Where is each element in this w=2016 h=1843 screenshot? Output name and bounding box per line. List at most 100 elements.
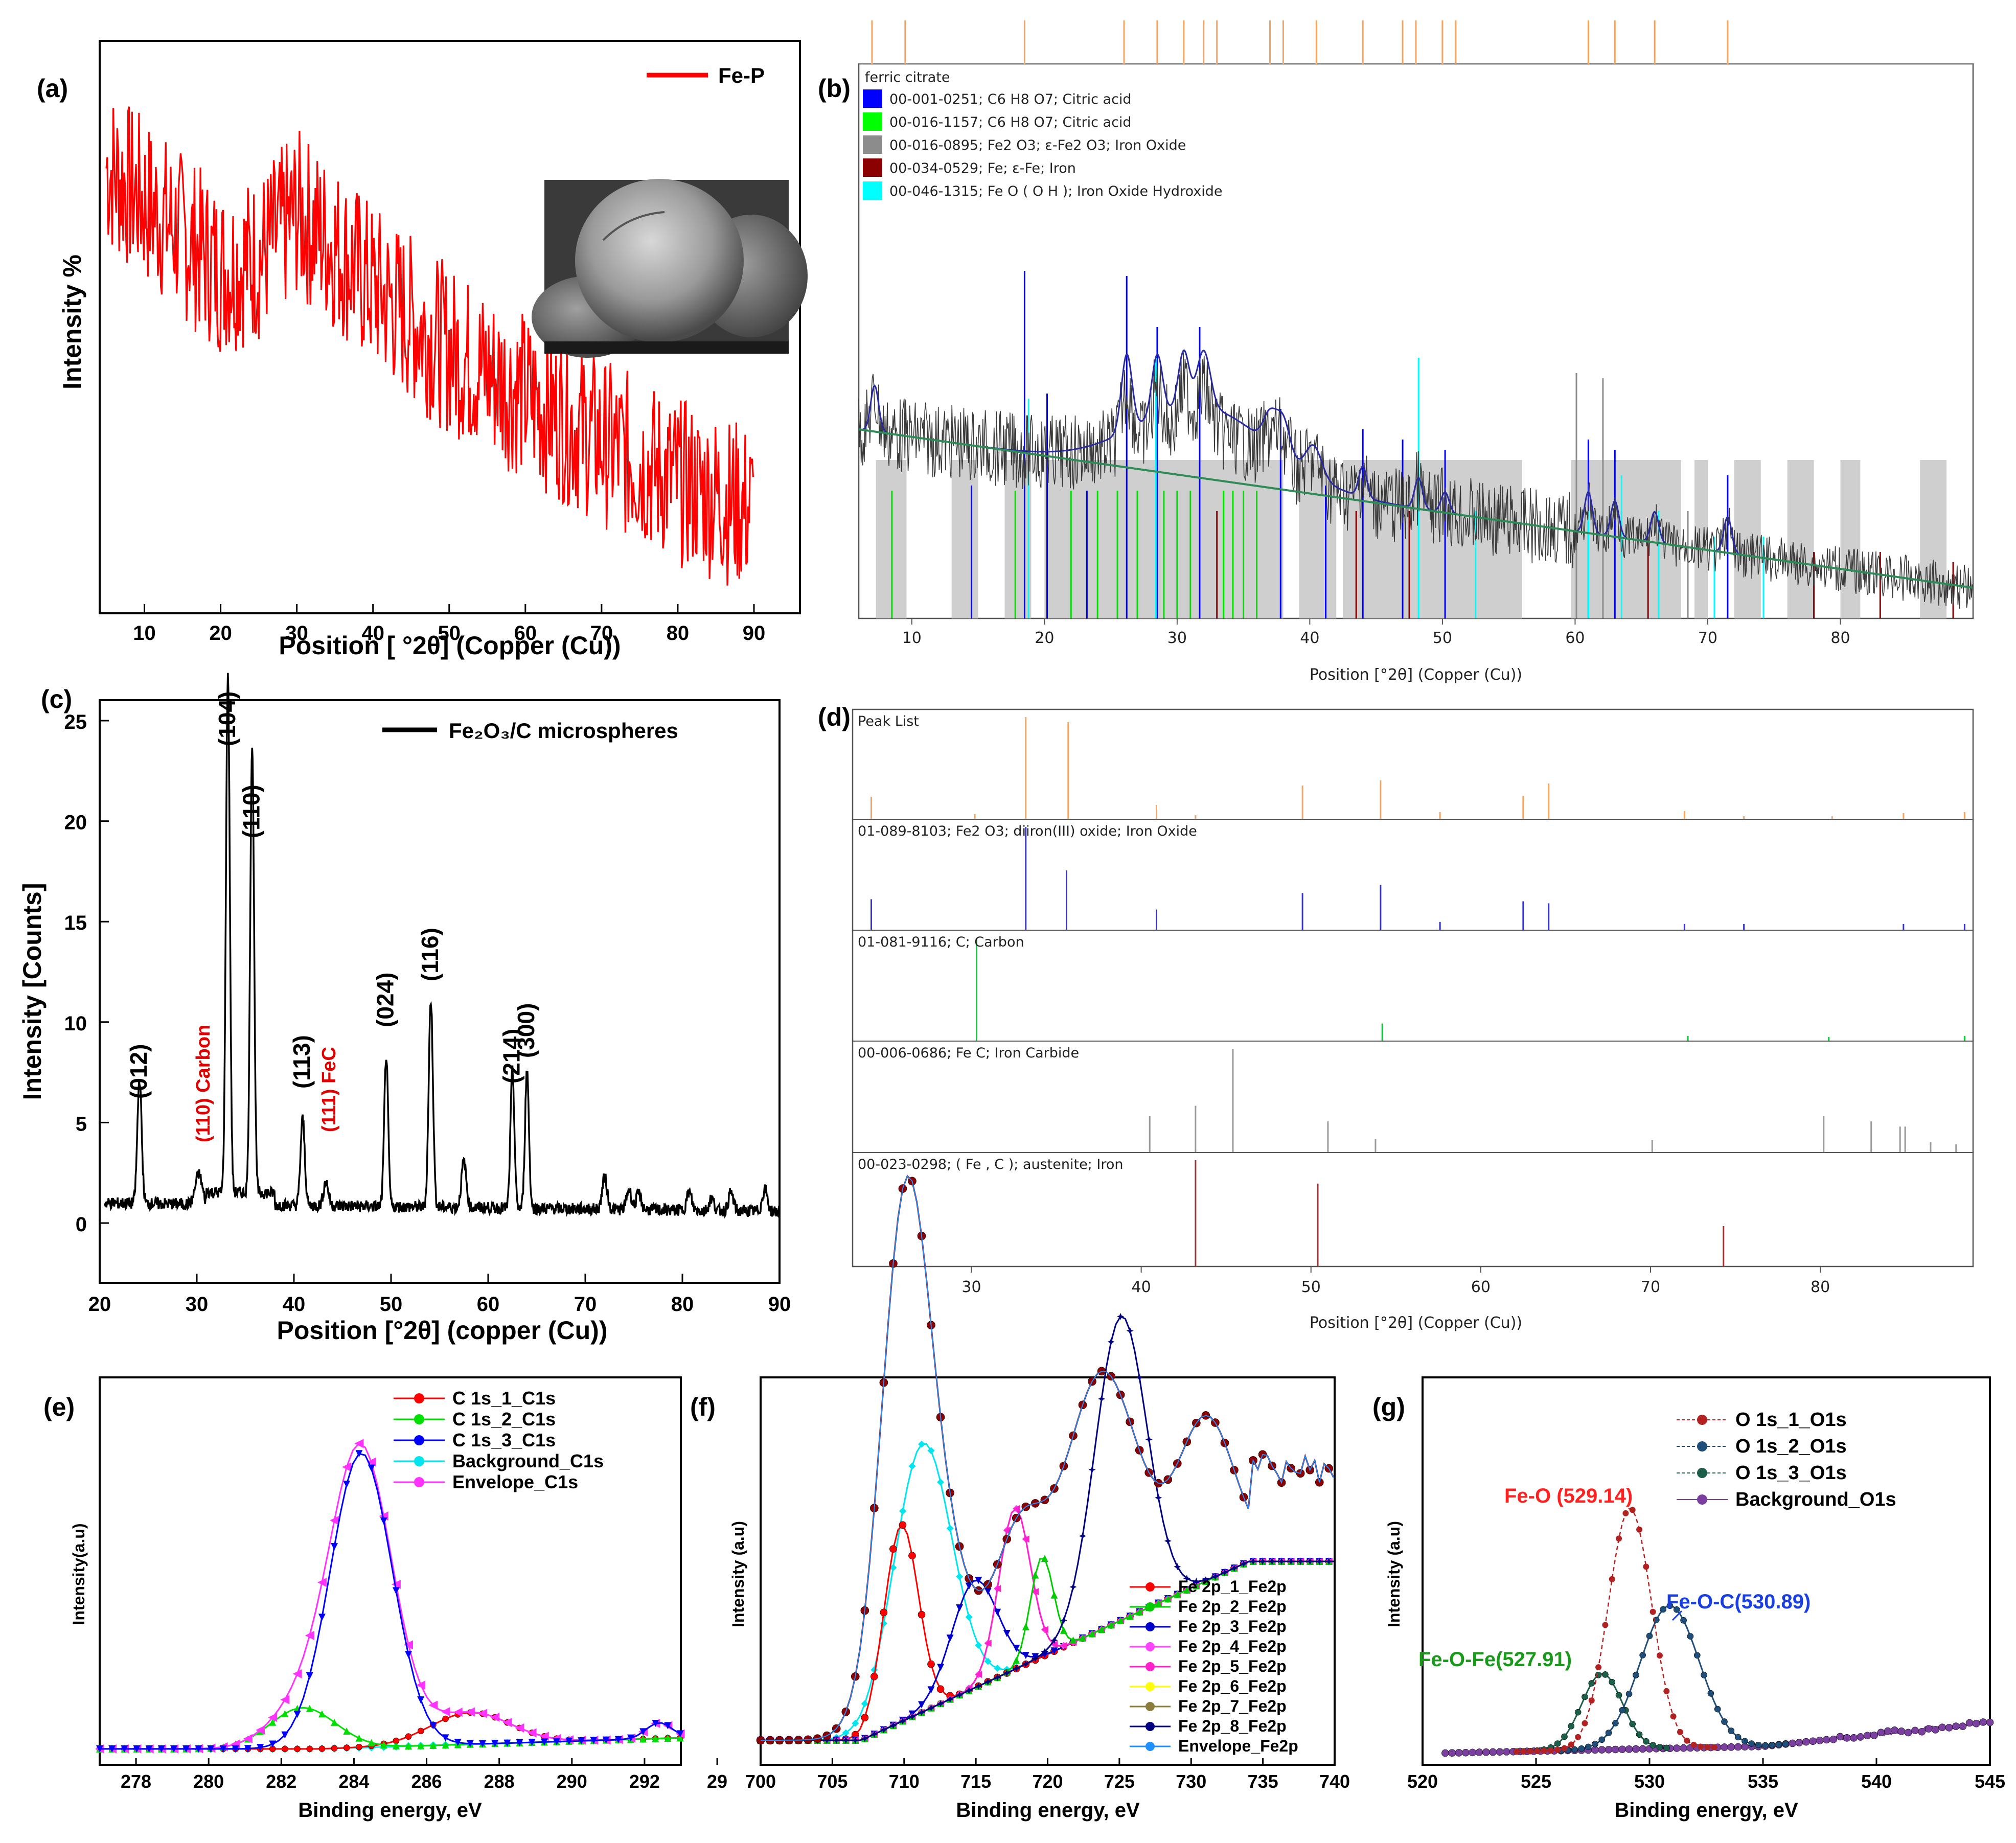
panel-e-c1s-2-marker <box>429 1741 437 1749</box>
panel-e-c1s-3-marker <box>417 1696 425 1704</box>
panel-g-o1s-2-marker <box>1693 1652 1701 1659</box>
panel-g-background-marker <box>1911 1726 1919 1735</box>
panel-g-background-marker <box>1979 1718 1987 1726</box>
panel-g-o1s-3-marker <box>1609 1678 1616 1686</box>
panel-e-envelope-marker <box>305 1631 314 1641</box>
panel-f-legend-marker <box>1146 1682 1155 1691</box>
panel-f-xtick-label: 725 <box>1104 1771 1135 1792</box>
panel-e-c1s-1-marker <box>405 1733 412 1740</box>
panel-b-legend-entry: 00-046-1315; Fe O ( O H ); Iron Oxide Hy… <box>889 183 1223 199</box>
panel-e-legend-marker <box>414 1477 424 1487</box>
panel-g-o1s-1-marker <box>1541 1747 1547 1754</box>
panel-g-o1s-2-marker <box>1673 1606 1680 1613</box>
panel-e-c1s-1-marker <box>318 1745 326 1752</box>
panel-f-fe2p-2-marker <box>1060 1626 1067 1634</box>
panel-e-legend-label: C 1s_3_C1s <box>452 1430 556 1450</box>
panel-c-xtick-label: 40 <box>283 1293 306 1316</box>
panel-e-c1s-2-marker <box>331 1718 338 1726</box>
panel-f-fe2p-5-marker <box>1050 1641 1058 1648</box>
panel-g-o1s-1-marker <box>1520 1748 1527 1755</box>
panel-a-series-fe-p <box>105 106 754 586</box>
panel-g-background-marker <box>1802 1738 1810 1746</box>
panel-e-legend-label: Envelope_C1s <box>452 1471 578 1492</box>
panel-f-fe2p-8-marker <box>1202 1576 1209 1584</box>
panel-b-legend-entry: 00-016-0895; Fe2 O3; ε-Fe2 O3; Iron Oxid… <box>889 137 1186 153</box>
panel-c-ylabel: Intensity [Counts] <box>18 883 47 1100</box>
panel-b-legend: 00-001-0251; C6 H8 O7; Citric acid 00-016… <box>863 89 1223 200</box>
panel-e-c1s-3-marker <box>368 1464 375 1472</box>
panel-e-envelope-marker <box>280 1695 290 1704</box>
panel-a-x-ticks: 10 20 30 40 50 60 70 80 90 <box>133 604 765 644</box>
panel-e-c1s-1-marker <box>294 1745 301 1753</box>
panel-e-envelope-marker <box>256 1725 265 1735</box>
panel-f-fe2p-8-marker <box>1032 1655 1039 1663</box>
panel-e-c1s-2-marker <box>417 1742 425 1749</box>
panel-b-background-line <box>858 428 1973 589</box>
panel-c-line-fe2o3-c <box>103 673 781 1219</box>
panel-c-series-fe2o3-c <box>103 673 781 1219</box>
panel-f-ylabel: Intensity (a.u) <box>729 1521 747 1627</box>
panel-e-xtick-label: 290 <box>557 1771 587 1792</box>
panel-f-fe2p-8-marker <box>937 1700 945 1708</box>
panel-d-reference-rows: Peak List 01-089-8103; Fe2 O3; diiron(III… <box>853 713 1973 1266</box>
panel-d-frame <box>852 708 1974 1268</box>
panel-g-xtick-label: 530 <box>1634 1771 1665 1792</box>
panel-g-o1s-3-marker <box>1568 1723 1575 1730</box>
panel-c-hkl-label: (214) <box>498 1029 525 1084</box>
panel-f-fe2p-2-marker <box>1041 1555 1048 1562</box>
panel-g-o1s-1-marker <box>1534 1748 1541 1755</box>
panel-g-background-marker <box>1843 1734 1851 1742</box>
panel-e-legend-marker <box>414 1456 424 1466</box>
panel-g-background-marker <box>1925 1725 1933 1733</box>
panel-e-envelope-marker <box>490 1713 500 1722</box>
panel-c-ytick-label: 15 <box>64 912 87 934</box>
panel-g-o1s-2-marker <box>1769 1742 1776 1748</box>
panel-f-fe2p-2-marker <box>1013 1656 1020 1664</box>
panel-e-c1s-3-marker <box>355 1450 363 1458</box>
panel-c-frame <box>99 699 781 1284</box>
panel-f-fe2p-2-marker <box>1088 1630 1096 1638</box>
panel-f-fe2p-2-marker <box>1107 1621 1115 1629</box>
panel-e-c1s-1-marker <box>442 1715 449 1722</box>
panel-g-o1s-1-marker <box>1568 1741 1574 1748</box>
panel-f-fe2p-2-marker <box>1174 1591 1181 1598</box>
panel-g-o1s-2-marker <box>1585 1743 1592 1750</box>
panel-f-xtick-label: 735 <box>1248 1771 1278 1792</box>
panel-g-background-marker <box>1870 1732 1878 1739</box>
panel-e-c1s-2-marker <box>380 1741 387 1749</box>
panel-e-c1s-3-marker <box>627 1734 634 1742</box>
panel-f-fe2p-6-marker <box>937 1479 945 1486</box>
panel-g-o1s-2-marker <box>1687 1633 1694 1640</box>
panel-g-legend: O 1s_1_O1s O 1s_2_O1s O 1s_3_O1s Background… <box>1677 1409 1896 1510</box>
panel-e-c1s-3-marker <box>503 1739 511 1747</box>
panel-c-ytick-label: 25 <box>64 711 87 733</box>
panel-e-envelope-marker <box>441 1707 450 1717</box>
panel-f-legend-marker <box>1146 1582 1155 1592</box>
panel-e-c1s-3-marker <box>590 1737 598 1744</box>
panel-f-fe2p-8-marker <box>833 1737 840 1744</box>
panel-g-o1s-2-marker <box>1707 1690 1714 1697</box>
panel-g-o1s-2-line <box>1561 1605 1786 1752</box>
panel-e-legend-label: Background_C1s <box>452 1450 604 1471</box>
panel-g-legend-label: O 1s_3_O1s <box>1735 1462 1847 1484</box>
panel-g-background-marker <box>1482 1748 1490 1756</box>
panel-c-xtick-label: 90 <box>768 1293 791 1316</box>
panel-g-o1s-2-marker <box>1578 1745 1585 1752</box>
panel-g-background-marker <box>1462 1748 1470 1757</box>
panel-f-fe2p-8-marker <box>927 1704 935 1712</box>
panel-f-fe2p-1-marker <box>880 1608 888 1617</box>
panel-f-xtick-label: 730 <box>1176 1771 1206 1792</box>
panel-e-c1s-3-marker <box>182 1745 190 1753</box>
panel-a-xtick-label: 60 <box>514 622 537 644</box>
panel-e-xtick-label: 284 <box>338 1771 369 1792</box>
panel-g-background-marker <box>1795 1739 1803 1746</box>
panel-f-fe2p-6-marker <box>908 1462 916 1470</box>
panel-f-fe2p-6-marker <box>861 1700 868 1708</box>
panel-g-o1s-2-marker <box>1728 1727 1735 1734</box>
panel-g-background-marker <box>1727 1743 1735 1751</box>
panel-g-o1s-1-marker <box>1514 1748 1520 1755</box>
panel-g-background-marker <box>1441 1749 1449 1757</box>
panel-f-fe2p-2-marker <box>1155 1599 1162 1607</box>
panel-a-xtick-label: 30 <box>285 622 308 644</box>
